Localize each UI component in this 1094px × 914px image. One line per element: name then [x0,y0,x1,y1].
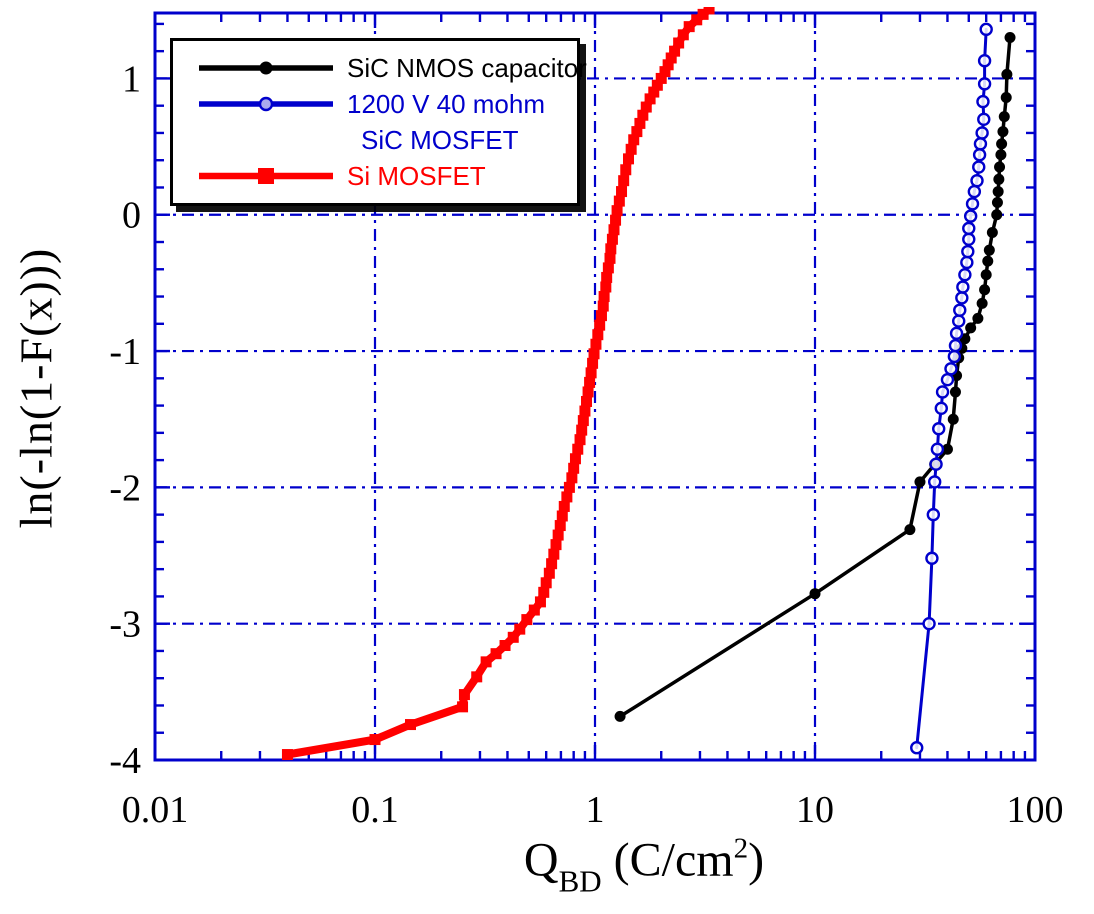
legend-label: SiC MOSFET [361,124,519,155]
legend-entry-si-mosfet: Si MOSFET [173,158,577,194]
legend-entry-sic-mosfet: 1200 V 40 mohm [173,86,577,122]
y-tick-labels: 1 0 -1 -2 -3 -4 [109,58,141,782]
legend-box: SiC NMOS capacitor 1200 V 40 mohm SiC MO… [170,38,587,206]
svg-text:10: 10 [796,789,834,831]
svg-text:-2: -2 [109,467,141,509]
legend-sample-spacer [197,128,335,152]
svg-text:100: 100 [1007,789,1064,831]
x-axis-label-symbol: Q [523,833,559,887]
legend-label: SiC NMOS capacitor [347,52,587,83]
series-1200-v-40-mohm-sic-mosfet [910,22,993,755]
legend-line-sample-red [199,168,333,184]
legend-label: 1200 V 40 mohm [347,88,546,119]
legend-entry-sic-mosfet-line2: SiC MOSFET [173,122,577,158]
x-axis-label: QBD (C/cm2) [524,833,764,900]
series-si-mosfet [281,7,715,761]
series-sic-nmos-capacitor [614,32,1016,722]
plot-frame [153,11,1037,762]
x-axis-label-unit: (C/cm [601,833,734,887]
svg-text:-3: -3 [109,604,141,646]
x-tick-labels: 0.01 0.1 1 10 100 [122,789,1064,831]
legend-line-sample-black [199,61,333,75]
svg-text:1: 1 [586,789,605,831]
legend-line-sample-blue [199,96,333,112]
svg-text:-1: -1 [109,331,141,373]
y-axis-label: ln(-ln(1-F(x))) [10,247,62,529]
svg-text:0: 0 [122,195,141,237]
x-axis-label-unit-close: ) [748,833,765,887]
x-axis-label-superscript: 2 [733,832,749,865]
legend-label: Si MOSFET [347,160,486,191]
legend-entry-sic-nmos-capacitor: SiC NMOS capacitor [173,50,587,86]
svg-text:-4: -4 [109,740,141,782]
svg-text:0.1: 0.1 [351,789,399,831]
svg-text:0.01: 0.01 [122,789,189,831]
svg-text:1: 1 [122,58,141,100]
x-axis-label-subscript: BD [558,863,602,899]
